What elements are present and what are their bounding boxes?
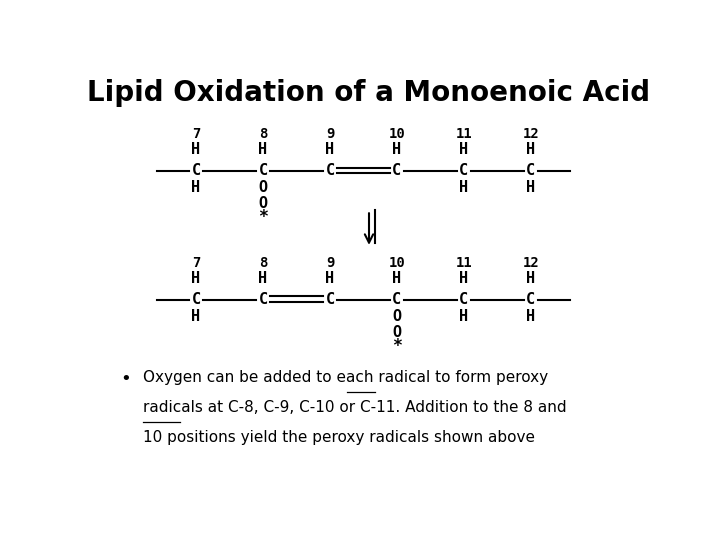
Text: H: H xyxy=(325,141,335,157)
Text: 12: 12 xyxy=(523,256,539,270)
Text: 8: 8 xyxy=(258,256,267,270)
Text: H: H xyxy=(526,271,536,286)
Text: H: H xyxy=(459,141,469,157)
Text: 8: 8 xyxy=(258,127,267,141)
Text: H: H xyxy=(192,309,201,324)
Text: C: C xyxy=(192,292,201,307)
Text: C: C xyxy=(459,292,469,307)
Text: C: C xyxy=(392,163,402,178)
Text: C: C xyxy=(258,292,268,307)
Text: O: O xyxy=(258,180,268,195)
Text: H: H xyxy=(325,271,335,286)
Text: C: C xyxy=(192,163,201,178)
Text: 10: 10 xyxy=(389,127,405,141)
Text: O: O xyxy=(392,309,402,324)
Text: 7: 7 xyxy=(192,127,200,141)
Text: •: • xyxy=(121,370,132,388)
Text: O: O xyxy=(258,196,268,211)
Text: H: H xyxy=(459,180,469,195)
Text: H: H xyxy=(258,141,268,157)
Text: H: H xyxy=(192,180,201,195)
Text: 10: 10 xyxy=(389,256,405,270)
Text: 10 positions yield the peroxy radicals shown above: 10 positions yield the peroxy radicals s… xyxy=(143,430,535,445)
Text: C: C xyxy=(526,163,536,178)
Text: H: H xyxy=(392,271,402,286)
Text: H: H xyxy=(526,309,536,324)
Text: 7: 7 xyxy=(192,256,200,270)
Text: *: * xyxy=(258,208,268,226)
Text: C: C xyxy=(459,163,469,178)
Text: 9: 9 xyxy=(325,127,334,141)
Text: Oxygen can be added to each radical to form peroxy: Oxygen can be added to each radical to f… xyxy=(143,370,548,386)
Text: 11: 11 xyxy=(456,256,472,270)
Text: radicals at C-8, C-9, C-10 or C-11. Addition to the 8 and: radicals at C-8, C-9, C-10 or C-11. Addi… xyxy=(143,400,567,415)
Text: C: C xyxy=(392,292,402,307)
Text: 12: 12 xyxy=(523,127,539,141)
Text: C: C xyxy=(325,292,335,307)
Text: O: O xyxy=(392,325,402,340)
Text: H: H xyxy=(392,141,402,157)
Text: 11: 11 xyxy=(456,127,472,141)
Text: C: C xyxy=(526,292,536,307)
Text: H: H xyxy=(459,309,469,324)
Text: *: * xyxy=(392,338,402,355)
Text: H: H xyxy=(192,271,201,286)
Text: H: H xyxy=(459,271,469,286)
Text: C: C xyxy=(258,163,268,178)
Text: Lipid Oxidation of a Monoenoic Acid: Lipid Oxidation of a Monoenoic Acid xyxy=(87,79,651,107)
Text: H: H xyxy=(258,271,268,286)
Text: H: H xyxy=(192,141,201,157)
Text: C: C xyxy=(325,163,335,178)
Text: H: H xyxy=(526,141,536,157)
Text: H: H xyxy=(526,180,536,195)
Text: 9: 9 xyxy=(325,256,334,270)
